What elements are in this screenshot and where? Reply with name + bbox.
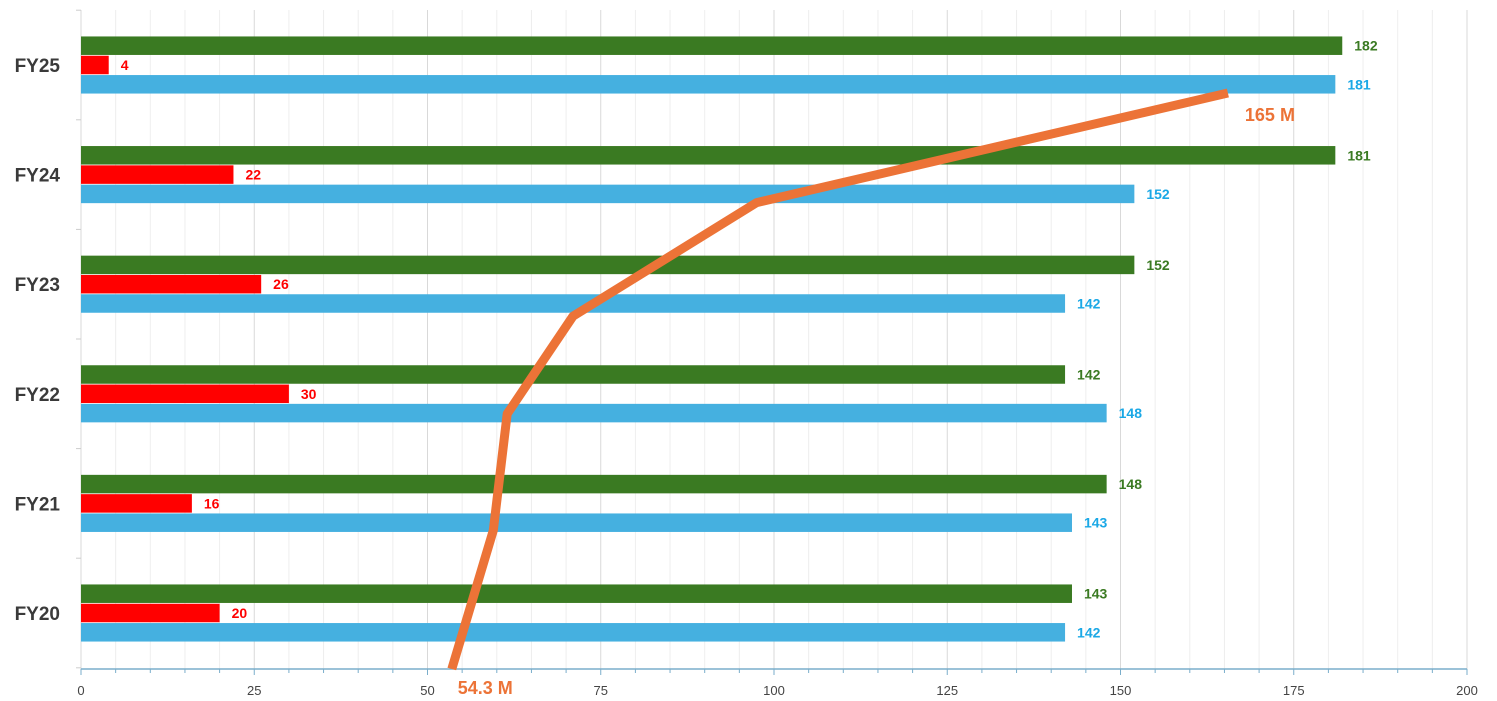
x-tick-label: 100 <box>763 683 785 698</box>
x-tick-label: 200 <box>1456 683 1478 698</box>
category-label: FY25 <box>15 56 61 77</box>
data-label: 143 <box>1084 515 1108 531</box>
labels: FY25 182 4 181 FY24 181 22 152 FY23 152 26 142 FY22 1… <box>15 38 1378 698</box>
data-label: 22 <box>245 167 261 183</box>
line-end-label: 165 M <box>1245 105 1295 125</box>
data-label: 30 <box>301 386 317 402</box>
bar <box>81 36 1343 55</box>
bar <box>81 75 1336 94</box>
data-label: 148 <box>1119 405 1143 421</box>
data-label: 181 <box>1347 76 1371 92</box>
category-label: FY20 <box>15 604 60 625</box>
x-tick-label: 150 <box>1110 683 1132 698</box>
x-tick-label: 0 <box>77 683 84 698</box>
data-label: 148 <box>1119 476 1143 492</box>
bar <box>81 55 109 75</box>
bar <box>81 165 234 184</box>
trend-line-group <box>447 88 1229 671</box>
category-label: FY21 <box>15 494 61 515</box>
x-tick-label: 50 <box>420 683 434 698</box>
bar <box>81 513 1072 532</box>
bar <box>81 474 1107 494</box>
trend-line <box>447 88 1229 671</box>
x-tick-label: 175 <box>1283 683 1305 698</box>
data-label: 152 <box>1146 186 1170 202</box>
category-label: FY23 <box>15 275 60 296</box>
bar <box>81 603 220 623</box>
category-label: FY22 <box>15 385 60 406</box>
bar <box>81 365 1066 384</box>
bar <box>81 494 192 513</box>
data-label: 181 <box>1347 147 1371 163</box>
data-label: 152 <box>1146 257 1170 273</box>
data-label: 142 <box>1077 367 1101 383</box>
x-tick-label: 125 <box>936 683 958 698</box>
data-label: 16 <box>204 495 220 511</box>
data-label: 4 <box>121 57 129 73</box>
data-label: 182 <box>1354 38 1378 54</box>
bar <box>81 623 1066 642</box>
category-label: FY24 <box>15 166 61 187</box>
x-axis: 0 25 50 75 100 125 150 175 200 <box>76 9 1478 698</box>
line-start-label: 54.3 M <box>458 678 513 698</box>
bar <box>81 184 1135 204</box>
data-label: 20 <box>232 605 248 621</box>
data-label: 142 <box>1077 296 1101 312</box>
bar <box>81 294 1066 313</box>
data-label: 143 <box>1084 586 1108 602</box>
bar <box>81 384 289 404</box>
x-tick-label: 25 <box>247 683 261 698</box>
data-label: 26 <box>273 276 289 292</box>
bar <box>81 274 262 294</box>
data-label: 142 <box>1077 624 1101 640</box>
bar <box>81 146 1336 165</box>
x-tick-label: 75 <box>594 683 608 698</box>
gridlines <box>80 10 1468 669</box>
bars <box>81 36 1343 642</box>
bar <box>81 255 1135 275</box>
bar <box>81 584 1072 603</box>
bar <box>81 403 1107 423</box>
